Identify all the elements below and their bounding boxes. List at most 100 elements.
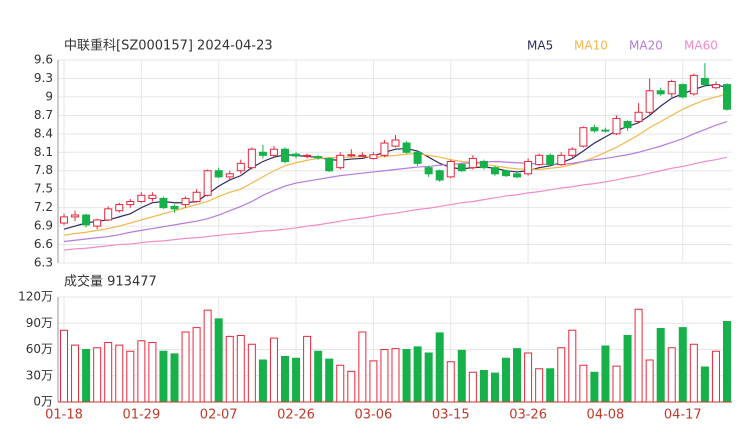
- candle-body: [60, 216, 68, 224]
- y-tick-label: 8.7: [34, 108, 53, 122]
- volume-bar: [678, 327, 687, 403]
- candle-body: [358, 154, 367, 157]
- volume-bar: [424, 352, 433, 403]
- candle-body: [71, 214, 80, 218]
- volume-bar: [590, 371, 599, 403]
- volume-bar: [446, 361, 455, 403]
- candle-body: [402, 142, 411, 153]
- volume-bar: [258, 359, 267, 403]
- volume-bar: [623, 335, 632, 403]
- candle-body: [601, 129, 610, 132]
- candle-body: [269, 148, 278, 156]
- y-tick-label: 7.2: [34, 200, 53, 214]
- candle-body: [634, 111, 643, 123]
- volume-bar: [524, 352, 533, 403]
- volume-bar: [60, 329, 68, 403]
- candle-body: [656, 90, 665, 95]
- candle-body: [667, 81, 676, 95]
- candle-body: [490, 167, 499, 175]
- y-tick-label: 6.6: [34, 237, 53, 251]
- candle-body: [623, 121, 632, 129]
- y-tick-label: 30万: [26, 368, 53, 382]
- candle-body: [590, 127, 599, 132]
- candle-body: [126, 200, 135, 206]
- y-tick-label: 90万: [26, 316, 53, 330]
- candle-body: [347, 154, 356, 157]
- candle-body: [292, 153, 301, 157]
- volume-bar: [711, 350, 720, 403]
- y-tick-label: 6.3: [34, 256, 53, 270]
- ma-line: [63, 120, 728, 243]
- volume-bar: [115, 344, 124, 403]
- candle-body: [325, 157, 334, 172]
- candle-body: [181, 197, 190, 206]
- candle-body: [258, 151, 267, 156]
- candle-body: [148, 194, 157, 199]
- volume-bar: [689, 343, 698, 403]
- candle-body: [137, 194, 146, 202]
- volume-bar: [214, 318, 223, 403]
- volume-bar: [546, 368, 555, 403]
- ma-line: [63, 156, 728, 251]
- volume-bar: [325, 358, 334, 403]
- volume-bar: [93, 347, 102, 403]
- candle-body: [192, 191, 201, 202]
- candle-body: [645, 90, 654, 113]
- x-tick-label: 04-17: [664, 408, 702, 423]
- candle-body: [336, 154, 345, 169]
- x-tick-label: 03-15: [432, 408, 470, 423]
- y-tick-label: 6.9: [34, 219, 53, 233]
- volume-bar: [358, 331, 367, 403]
- candle-body: [214, 170, 223, 178]
- y-tick-label: 9: [45, 89, 53, 103]
- candle-body: [203, 170, 212, 196]
- volume-bar: [303, 335, 312, 403]
- candle-body: [457, 164, 466, 172]
- candle-body: [93, 219, 102, 227]
- candle-body: [723, 84, 731, 110]
- volume-bar: [170, 353, 179, 403]
- volume-bar: [148, 342, 157, 403]
- candle-body: [513, 173, 522, 178]
- candle-body: [424, 167, 433, 175]
- x-tick-label: 03-26: [509, 408, 547, 423]
- volume-bar: [413, 346, 422, 403]
- candle-body: [303, 154, 312, 157]
- x-tick-label: 04-08: [587, 408, 625, 423]
- volume-bar: [557, 347, 566, 403]
- candle-body: [468, 157, 477, 169]
- candle-body: [502, 170, 510, 177]
- y-tick-label: 8.1: [34, 145, 53, 159]
- volume-bar: [181, 331, 190, 403]
- candle-body: [391, 139, 400, 147]
- y-tick-label: 8.4: [34, 126, 53, 140]
- candle-body: [159, 197, 168, 209]
- volume-bar: [457, 349, 466, 403]
- legend-entry: MA20: [629, 39, 663, 53]
- volume-bar: [391, 348, 400, 403]
- volume-bar: [723, 321, 731, 403]
- candle-body: [524, 161, 533, 175]
- candle-body: [380, 142, 389, 156]
- legend-entry: MA10: [574, 39, 608, 53]
- volume-bar: [71, 344, 80, 403]
- volume-bar: [247, 343, 256, 403]
- volume-bar: [104, 342, 113, 403]
- volume-bar: [225, 335, 234, 403]
- candle-body: [104, 208, 113, 221]
- volume-bar: [435, 332, 444, 403]
- candle-body: [700, 77, 709, 86]
- volume-bar: [667, 347, 676, 403]
- volume-bar: [490, 372, 499, 403]
- candle-body: [247, 148, 256, 169]
- x-tick-label: 02-07: [200, 408, 238, 423]
- candle-body: [568, 148, 577, 156]
- x-tick-label: 03-06: [355, 408, 393, 423]
- x-tick-label: 02-26: [277, 408, 315, 423]
- volume-bar: [402, 349, 411, 403]
- candle-body: [225, 173, 234, 178]
- volume-bar: [502, 357, 510, 403]
- volume-bar: [159, 350, 168, 403]
